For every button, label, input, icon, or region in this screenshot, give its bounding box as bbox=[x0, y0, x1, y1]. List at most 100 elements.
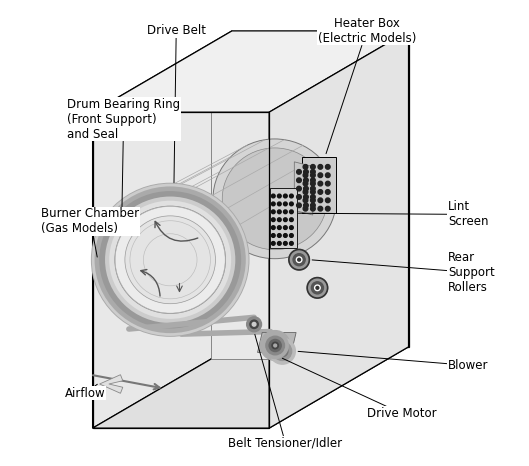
Circle shape bbox=[315, 285, 320, 291]
Circle shape bbox=[297, 195, 302, 199]
Text: Belt Tensioner/Idler: Belt Tensioner/Idler bbox=[229, 335, 342, 450]
Text: Airflow: Airflow bbox=[65, 384, 105, 400]
Circle shape bbox=[289, 202, 293, 206]
Ellipse shape bbox=[125, 216, 215, 304]
Circle shape bbox=[312, 282, 323, 294]
Circle shape bbox=[303, 173, 308, 178]
Circle shape bbox=[303, 164, 308, 169]
Circle shape bbox=[284, 241, 287, 245]
Circle shape bbox=[289, 210, 293, 213]
Circle shape bbox=[260, 331, 290, 360]
Circle shape bbox=[271, 226, 275, 229]
Polygon shape bbox=[232, 31, 408, 347]
Circle shape bbox=[311, 203, 315, 208]
Text: Lint
Screen: Lint Screen bbox=[298, 200, 488, 228]
Circle shape bbox=[311, 173, 315, 178]
Circle shape bbox=[269, 339, 281, 351]
Circle shape bbox=[284, 218, 287, 221]
Circle shape bbox=[271, 202, 275, 206]
Circle shape bbox=[278, 210, 281, 213]
Circle shape bbox=[278, 226, 281, 229]
Circle shape bbox=[318, 181, 323, 186]
Circle shape bbox=[304, 170, 308, 174]
Polygon shape bbox=[93, 31, 408, 112]
Circle shape bbox=[297, 203, 302, 208]
Circle shape bbox=[284, 210, 287, 213]
Circle shape bbox=[278, 194, 281, 198]
Circle shape bbox=[318, 190, 323, 194]
Text: Drum Bearing Ring
(Front Support)
and Seal: Drum Bearing Ring (Front Support) and Se… bbox=[67, 98, 180, 210]
Circle shape bbox=[268, 338, 282, 353]
Circle shape bbox=[318, 206, 323, 211]
Circle shape bbox=[271, 218, 275, 221]
Circle shape bbox=[284, 194, 287, 198]
Text: Blower: Blower bbox=[298, 351, 488, 372]
Circle shape bbox=[311, 190, 315, 194]
Circle shape bbox=[311, 186, 315, 191]
Circle shape bbox=[325, 206, 330, 211]
Circle shape bbox=[318, 173, 323, 178]
Circle shape bbox=[273, 343, 277, 347]
Circle shape bbox=[277, 346, 288, 357]
Circle shape bbox=[247, 317, 261, 332]
Circle shape bbox=[284, 226, 287, 229]
Circle shape bbox=[252, 322, 256, 326]
Circle shape bbox=[271, 210, 275, 213]
Circle shape bbox=[264, 334, 286, 356]
Circle shape bbox=[289, 233, 293, 237]
Circle shape bbox=[289, 249, 309, 270]
Text: Drive Motor: Drive Motor bbox=[282, 358, 436, 420]
Circle shape bbox=[272, 342, 278, 349]
Circle shape bbox=[318, 164, 323, 169]
Polygon shape bbox=[93, 31, 232, 428]
Circle shape bbox=[284, 233, 287, 237]
Ellipse shape bbox=[103, 195, 238, 325]
Circle shape bbox=[266, 336, 285, 355]
Circle shape bbox=[307, 278, 327, 298]
Circle shape bbox=[271, 233, 275, 237]
Circle shape bbox=[318, 198, 323, 203]
Ellipse shape bbox=[222, 148, 327, 250]
Polygon shape bbox=[93, 347, 408, 428]
Circle shape bbox=[316, 287, 319, 289]
Circle shape bbox=[271, 194, 275, 198]
Circle shape bbox=[303, 181, 308, 186]
Circle shape bbox=[304, 195, 308, 199]
Text: Heater Box
(Electric Models): Heater Box (Electric Models) bbox=[317, 17, 416, 154]
Text: Drive Belt: Drive Belt bbox=[147, 24, 206, 183]
Polygon shape bbox=[99, 375, 123, 393]
Circle shape bbox=[298, 258, 300, 261]
Circle shape bbox=[325, 181, 330, 186]
Circle shape bbox=[269, 338, 295, 364]
Polygon shape bbox=[269, 31, 408, 428]
Circle shape bbox=[297, 186, 302, 191]
Circle shape bbox=[311, 181, 315, 186]
Circle shape bbox=[289, 226, 293, 229]
Circle shape bbox=[262, 333, 288, 358]
Circle shape bbox=[289, 241, 293, 245]
Circle shape bbox=[278, 241, 281, 245]
Text: Burner Chamber
(Gas Models): Burner Chamber (Gas Models) bbox=[41, 207, 140, 257]
Circle shape bbox=[303, 198, 308, 203]
Circle shape bbox=[304, 186, 308, 191]
Circle shape bbox=[289, 218, 293, 221]
Circle shape bbox=[289, 194, 293, 198]
Circle shape bbox=[303, 190, 308, 194]
Polygon shape bbox=[302, 158, 335, 213]
Circle shape bbox=[274, 344, 277, 347]
Circle shape bbox=[304, 178, 308, 183]
Polygon shape bbox=[211, 43, 388, 359]
Circle shape bbox=[297, 170, 302, 174]
Circle shape bbox=[325, 190, 330, 194]
Circle shape bbox=[325, 164, 330, 169]
Circle shape bbox=[304, 203, 308, 208]
Circle shape bbox=[278, 202, 281, 206]
Circle shape bbox=[303, 206, 308, 211]
Polygon shape bbox=[270, 188, 297, 248]
Circle shape bbox=[273, 342, 291, 360]
Text: Rear
Support
Rollers: Rear Support Rollers bbox=[312, 251, 495, 294]
Circle shape bbox=[278, 218, 281, 221]
Polygon shape bbox=[258, 333, 296, 352]
Circle shape bbox=[311, 164, 315, 169]
Polygon shape bbox=[96, 237, 133, 279]
